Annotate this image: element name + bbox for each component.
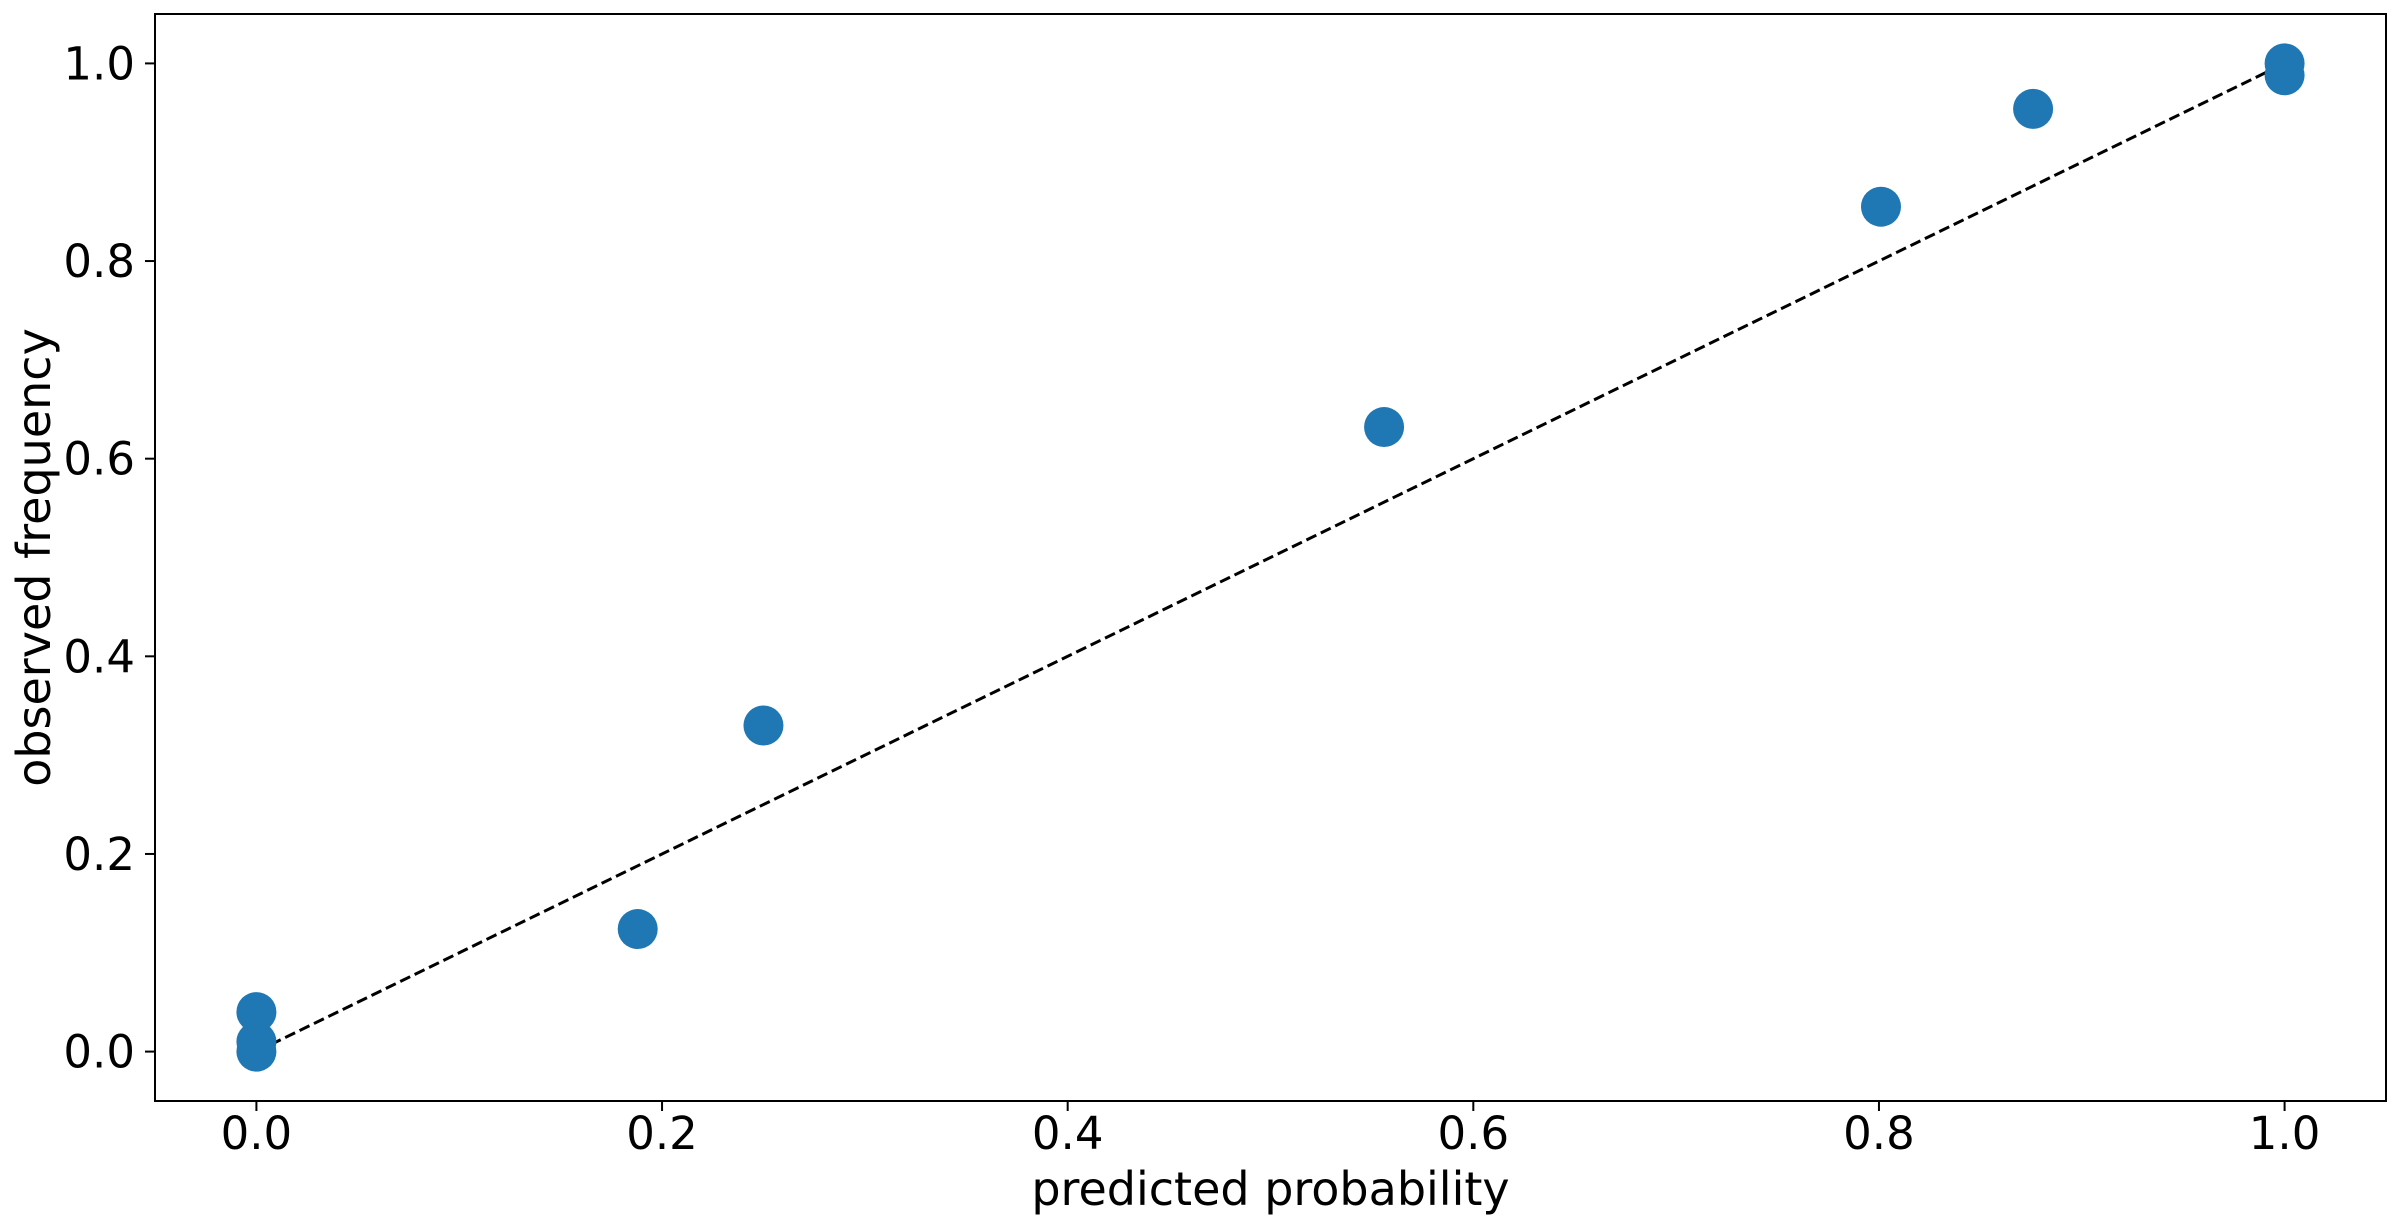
scatter-point-2 [236, 992, 277, 1033]
y-tick-label-3: 0.6 [63, 433, 135, 486]
y-axis-title: observed frequency [7, 328, 61, 787]
x-axis-title: predicted probability [1031, 1162, 1509, 1216]
y-tick-label-4: 0.8 [63, 235, 135, 288]
scatter-point-9 [2264, 43, 2305, 84]
y-tick-label-1: 0.2 [63, 828, 135, 881]
plot-area [236, 43, 2305, 1072]
plot-frame [154, 13, 2387, 1102]
scatter-point-6 [1860, 186, 1901, 227]
x-tick-label-0: 0.0 [221, 1107, 293, 1160]
reference-diagonal-line [255, 62, 2286, 1053]
y-tick-label-0: 0.0 [63, 1026, 135, 1079]
scatter-point-7 [2013, 88, 2054, 129]
y-tick-label-2: 0.4 [63, 630, 135, 683]
x-tick-label-3: 0.6 [1438, 1107, 1510, 1160]
scatter-point-1 [236, 1021, 277, 1062]
scatter-point-4 [743, 705, 784, 746]
x-tick-label-4: 0.8 [1843, 1107, 1915, 1160]
x-tick-label-5: 1.0 [2249, 1107, 2321, 1160]
x-tick-label-2: 0.4 [1032, 1107, 1104, 1160]
scatter-point-5 [1364, 407, 1405, 448]
x-tick-label-1: 0.2 [626, 1107, 698, 1160]
axes: 0.0 0.2 0.4 0.6 0.8 1.0 0.0 0.2 0.4 0.6 0.8 1.0 [63, 13, 2387, 1160]
scatter-point-3 [617, 909, 658, 950]
y-tick-label-5: 1.0 [63, 37, 135, 90]
